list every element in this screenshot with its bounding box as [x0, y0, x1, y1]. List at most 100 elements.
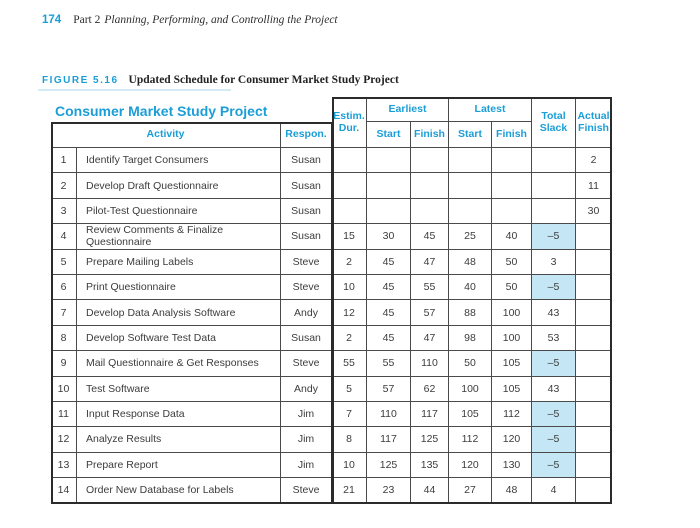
cell-lf: 112	[492, 401, 532, 428]
column-header-activity: Activity	[51, 122, 281, 148]
cell-activity: Develop Data Analysis Software	[77, 300, 281, 326]
cell-dur: 55	[332, 351, 367, 377]
cell-lf: 48	[492, 478, 532, 504]
cell-activity: Print Questionnaire	[77, 274, 281, 301]
cell-activity: Review Comments & Finalize Questionnaire	[77, 224, 281, 250]
cell-ef: 62	[411, 376, 449, 402]
cell-es: 57	[367, 376, 411, 402]
cell-actual	[576, 274, 612, 301]
cell-dur: 15	[332, 224, 367, 250]
cell-num: 1	[51, 148, 77, 174]
cell-activity: Prepare Report	[77, 452, 281, 479]
cell-actual	[576, 351, 612, 377]
figure-label: FIGURE 5.16	[42, 75, 119, 86]
cell-respon: Jim	[281, 452, 332, 479]
cell-dur: 2	[332, 325, 367, 352]
cell-respon: Jim	[281, 401, 332, 428]
cell-num: 12	[51, 427, 77, 453]
cell-respon: Jim	[281, 427, 332, 453]
cell-ls: 98	[449, 325, 492, 352]
cell-ls	[449, 173, 492, 199]
cell-dur: 12	[332, 300, 367, 326]
cell-lf: 130	[492, 452, 532, 479]
cell-activity: Input Response Data	[77, 401, 281, 428]
column-header-actual-finish: Actual Finish	[576, 97, 612, 148]
cell-ls: 112	[449, 427, 492, 453]
cell-ls: 100	[449, 376, 492, 402]
cell-slack: 43	[532, 300, 576, 326]
cell-es: 23	[367, 478, 411, 504]
cell-es: 45	[367, 300, 411, 326]
cell-respon: Susan	[281, 198, 332, 225]
cell-slack: –5	[532, 351, 576, 377]
cell-ef: 135	[411, 452, 449, 479]
cell-actual: 30	[576, 198, 612, 225]
cell-num: 3	[51, 198, 77, 225]
cell-ls: 48	[449, 249, 492, 275]
cell-es: 117	[367, 427, 411, 453]
cell-respon: Steve	[281, 274, 332, 301]
cell-slack	[532, 148, 576, 174]
cell-lf: 100	[492, 300, 532, 326]
column-header-earliest-start: Start	[367, 122, 411, 148]
cell-num: 9	[51, 351, 77, 377]
cell-respon: Steve	[281, 249, 332, 275]
cell-ef: 55	[411, 274, 449, 301]
cell-activity: Pilot-Test Questionnaire	[77, 198, 281, 225]
cell-lf	[492, 198, 532, 225]
column-header-earliest: Earliest	[367, 97, 449, 122]
column-header-latest: Latest	[449, 97, 532, 122]
cell-es	[367, 173, 411, 199]
cell-activity: Develop Draft Questionnaire	[77, 173, 281, 199]
cell-respon: Andy	[281, 376, 332, 402]
column-header-respon: Respon.	[281, 122, 332, 148]
cell-slack: 53	[532, 325, 576, 352]
cell-respon: Steve	[281, 351, 332, 377]
figure-caption: FIGURE 5.16 Updated Schedule for Consumer…	[42, 70, 399, 88]
cell-dur: 21	[332, 478, 367, 504]
cell-activity: Develop Software Test Data	[77, 325, 281, 352]
cell-ef: 45	[411, 224, 449, 250]
cell-ls: 105	[449, 401, 492, 428]
cell-activity: Test Software	[77, 376, 281, 402]
column-header-latest-start: Start	[449, 122, 492, 148]
cell-lf: 40	[492, 224, 532, 250]
table-title: Consumer Market Study Project	[55, 103, 268, 119]
cell-num: 11	[51, 401, 77, 428]
cell-lf	[492, 173, 532, 199]
cell-es	[367, 148, 411, 174]
cell-ef	[411, 198, 449, 225]
cell-num: 10	[51, 376, 77, 402]
cell-slack: 3	[532, 249, 576, 275]
cell-dur: 7	[332, 401, 367, 428]
cell-ef: 110	[411, 351, 449, 377]
cell-num: 13	[51, 452, 77, 479]
cell-es	[367, 198, 411, 225]
cell-activity: Mail Questionnaire & Get Responses	[77, 351, 281, 377]
column-header-latest-finish: Finish	[492, 122, 532, 148]
cell-num: 5	[51, 249, 77, 275]
cell-ls: 25	[449, 224, 492, 250]
cell-es: 125	[367, 452, 411, 479]
cell-activity: Prepare Mailing Labels	[77, 249, 281, 275]
cell-es: 45	[367, 274, 411, 301]
cell-actual	[576, 478, 612, 504]
cell-es: 30	[367, 224, 411, 250]
cell-lf: 120	[492, 427, 532, 453]
cell-activity: Analyze Results	[77, 427, 281, 453]
column-header-estim-dur: Estim. Dur.	[332, 97, 367, 148]
cell-actual	[576, 452, 612, 479]
cell-es: 55	[367, 351, 411, 377]
cell-ef: 117	[411, 401, 449, 428]
schedule-table: Consumer Market Study Project Estim. Dur…	[51, 97, 612, 504]
cell-actual: 11	[576, 173, 612, 199]
cell-actual	[576, 325, 612, 352]
cell-respon: Andy	[281, 300, 332, 326]
cell-ls: 40	[449, 274, 492, 301]
cell-ef: 47	[411, 325, 449, 352]
cell-actual	[576, 300, 612, 326]
cell-ef	[411, 148, 449, 174]
cell-lf	[492, 148, 532, 174]
column-header-total-slack: Total Slack	[532, 97, 576, 148]
